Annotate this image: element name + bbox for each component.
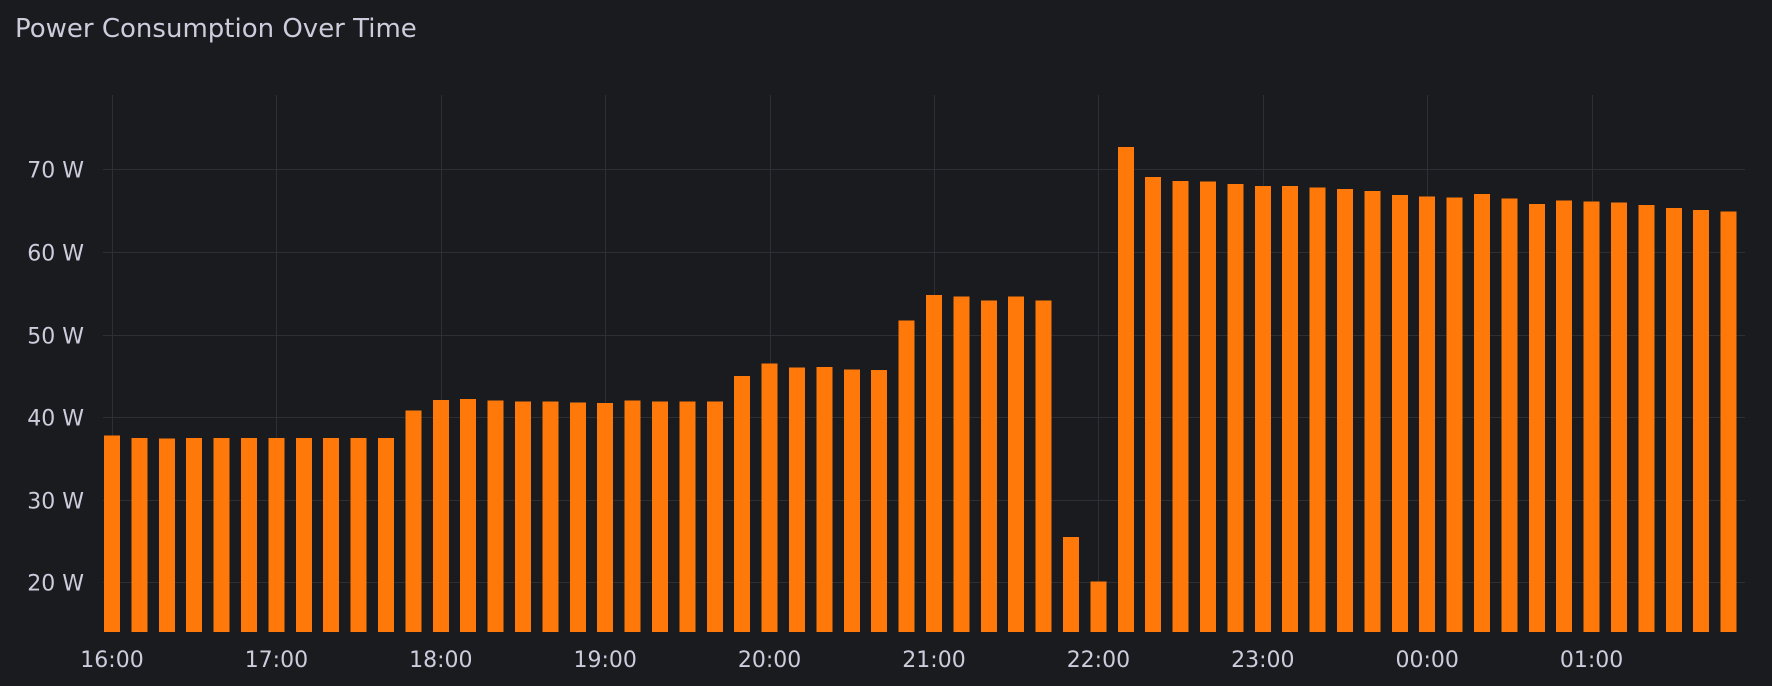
- bar[interactable]: [1008, 296, 1025, 632]
- bar[interactable]: [1638, 204, 1655, 632]
- bar[interactable]: [1583, 201, 1600, 632]
- chart-bars: [104, 147, 1737, 633]
- bar[interactable]: [1172, 180, 1189, 632]
- x-tick-label: 17:00: [245, 648, 308, 673]
- x-tick-label: 18:00: [409, 648, 472, 673]
- bar[interactable]: [1063, 537, 1079, 632]
- bar[interactable]: [1419, 196, 1436, 632]
- bar[interactable]: [542, 401, 559, 633]
- bar[interactable]: [761, 363, 778, 633]
- bar[interactable]: [1035, 300, 1052, 632]
- bar[interactable]: [487, 400, 504, 632]
- bar[interactable]: [1720, 211, 1737, 633]
- bar[interactable]: [1254, 185, 1271, 632]
- x-tick-label: 16:00: [80, 648, 143, 673]
- bar[interactable]: [652, 401, 668, 633]
- bar[interactable]: [1145, 176, 1162, 633]
- bar[interactable]: [405, 410, 422, 632]
- bar[interactable]: [1611, 202, 1627, 632]
- x-tick-label: 19:00: [573, 648, 636, 673]
- bar[interactable]: [953, 296, 970, 632]
- bar[interactable]: [323, 437, 340, 632]
- bar[interactable]: [432, 399, 449, 632]
- bar[interactable]: [1474, 194, 1490, 632]
- bar[interactable]: [980, 300, 997, 632]
- bar[interactable]: [1309, 187, 1326, 633]
- bar[interactable]: [1528, 204, 1545, 632]
- bar[interactable]: [1446, 197, 1463, 632]
- bar[interactable]: [1501, 198, 1518, 633]
- bar[interactable]: [1665, 208, 1682, 632]
- bar[interactable]: [843, 369, 860, 632]
- chart-grid: [103, 95, 1745, 632]
- panel-title: Power Consumption Over Time: [15, 14, 417, 44]
- bar[interactable]: [131, 437, 148, 632]
- bar[interactable]: [186, 437, 203, 632]
- bar[interactable]: [104, 435, 120, 632]
- bar[interactable]: [816, 366, 833, 632]
- y-tick-label: 30 W: [27, 490, 84, 515]
- x-tick-label: 23:00: [1231, 648, 1294, 673]
- bar[interactable]: [241, 437, 257, 632]
- bar[interactable]: [213, 437, 230, 632]
- y-tick-label: 20 W: [27, 572, 84, 597]
- bar[interactable]: [898, 320, 915, 633]
- bar[interactable]: [597, 403, 614, 632]
- bar[interactable]: [1337, 189, 1353, 632]
- bar[interactable]: [624, 400, 641, 632]
- bar[interactable]: [1227, 184, 1244, 632]
- bar[interactable]: [734, 375, 751, 632]
- bar[interactable]: [679, 401, 696, 633]
- y-tick-label: 70 W: [27, 159, 84, 184]
- bar[interactable]: [378, 437, 394, 632]
- bar[interactable]: [1391, 195, 1408, 632]
- y-axis: 20 W 30 W 40 W 50 W 60 W 70 W: [27, 159, 84, 597]
- x-tick-label: 21:00: [902, 648, 965, 673]
- x-axis: 16:00 17:00 18:00 19:00 20:00 21:00 22:00 23:00…: [80, 648, 1623, 673]
- x-tick-label: 00:00: [1395, 648, 1458, 673]
- bar[interactable]: [350, 437, 367, 632]
- bar[interactable]: [1693, 209, 1710, 633]
- y-tick-label: 50 W: [27, 325, 84, 350]
- bar[interactable]: [460, 399, 477, 632]
- bar[interactable]: [1556, 200, 1573, 632]
- x-tick-label: 20:00: [738, 648, 801, 673]
- bar[interactable]: [1090, 581, 1107, 632]
- bar[interactable]: [1282, 185, 1299, 632]
- bar[interactable]: [789, 367, 805, 632]
- y-tick-label: 40 W: [27, 407, 84, 432]
- bar[interactable]: [1200, 181, 1216, 632]
- bar[interactable]: [158, 438, 175, 632]
- y-tick-label: 60 W: [27, 242, 84, 267]
- bar[interactable]: [1364, 190, 1381, 633]
- bar[interactable]: [871, 370, 888, 632]
- bar[interactable]: [295, 437, 312, 632]
- bar[interactable]: [1117, 147, 1134, 632]
- bar[interactable]: [268, 437, 285, 632]
- bar[interactable]: [515, 401, 531, 633]
- bar[interactable]: [706, 401, 723, 633]
- bar[interactable]: [926, 294, 942, 632]
- x-tick-label: 01:00: [1560, 648, 1623, 673]
- bar[interactable]: [569, 402, 586, 632]
- x-tick-label: 22:00: [1067, 648, 1130, 673]
